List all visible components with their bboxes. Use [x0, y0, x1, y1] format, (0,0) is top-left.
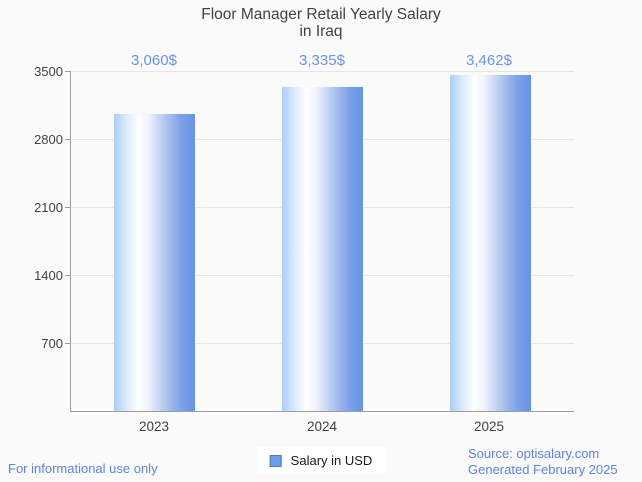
y-axis-tick — [65, 139, 71, 140]
y-axis-label: 700 — [41, 336, 63, 351]
footer-generated-line: Generated February 2025 — [468, 461, 618, 477]
legend-label: Salary in USD — [290, 453, 373, 468]
gridline — [71, 71, 574, 72]
y-axis-label: 2800 — [34, 132, 63, 147]
footer-source-line: Source: optisalary.com — [468, 446, 600, 461]
bar-2023[interactable] — [114, 114, 195, 411]
y-axis-tick — [65, 207, 71, 208]
chart-title-line2: in Iraq — [299, 23, 343, 40]
x-axis-label: 2023 — [138, 419, 170, 434]
x-axis-label: 2025 — [473, 419, 505, 434]
y-axis-label: 3500 — [34, 64, 63, 79]
bar-2025[interactable] — [450, 75, 531, 411]
bar-value-label: 3,060$ — [131, 52, 177, 69]
x-axis-label: 2024 — [306, 419, 338, 434]
y-axis-label: 1400 — [34, 268, 63, 283]
bar-value-label: 3,335$ — [299, 52, 345, 69]
y-axis-tick — [65, 71, 71, 72]
y-axis-tick — [65, 275, 71, 276]
bar-value-label: 3,462$ — [466, 52, 512, 69]
legend-marker-icon — [269, 454, 282, 467]
footer-source-block: Source: optisalary.com Generated Februar… — [468, 446, 618, 477]
legend[interactable]: Salary in USD — [256, 447, 386, 474]
bar-2024[interactable] — [282, 87, 363, 411]
y-axis-tick — [65, 343, 71, 344]
chart-title: Floor Manager Retail Yearly Salary in Ir… — [0, 6, 642, 40]
y-axis-label: 2100 — [34, 200, 63, 215]
footer-disclaimer: For informational use only — [8, 461, 158, 476]
plot-area — [70, 71, 574, 412]
chart-title-line1: Floor Manager Retail Yearly Salary — [201, 6, 441, 23]
